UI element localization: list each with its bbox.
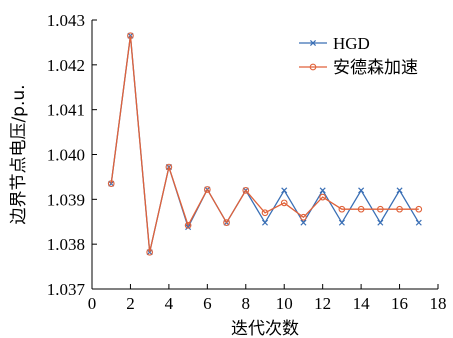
data-point (396, 187, 403, 194)
x-tick-label: 18 (430, 294, 447, 313)
data-point (203, 186, 211, 193)
x-tick-label: 0 (88, 294, 97, 313)
x-tick-label: 8 (242, 294, 251, 313)
x-tick-label: 16 (391, 294, 408, 313)
legend-label: HGD (333, 34, 370, 53)
data-point (377, 219, 384, 226)
data-point (261, 209, 269, 217)
legend-item-2: 安德森加速 (299, 58, 418, 77)
x-marker-stroke (358, 187, 365, 194)
x-marker-stroke (319, 187, 326, 194)
y-tick-label: 1.038 (47, 235, 85, 254)
data-point (319, 187, 326, 194)
data-point (357, 205, 365, 213)
x-tick-label: 10 (276, 294, 293, 313)
data-point (185, 224, 192, 231)
data-point (319, 193, 327, 201)
data-point (338, 205, 346, 213)
x-marker-stroke (309, 39, 317, 47)
data-point (107, 180, 115, 187)
data-point (165, 163, 173, 171)
x-marker-stroke (377, 219, 384, 226)
data-point (376, 205, 384, 213)
series-line (110, 35, 419, 253)
data-point (338, 219, 345, 226)
data-point (281, 187, 288, 194)
x-marker-stroke (338, 219, 345, 226)
y-tick-label: 1.042 (47, 56, 85, 75)
legend-marker (309, 63, 317, 71)
x-marker-stroke (261, 219, 269, 226)
data-point (280, 199, 288, 207)
y-tick-label: 1.037 (47, 280, 86, 299)
data-point (396, 205, 403, 213)
axes: 0 2 4 6 8 10 12 14 16 18 1.037 1.038 1.039 1.040 1.041… (47, 11, 447, 313)
legend-item-1: HGD (299, 34, 370, 53)
data-point (184, 221, 192, 229)
y-axis-title: 边界节点电压/p.u. (9, 84, 29, 224)
y-tick-label: 1.039 (47, 190, 85, 209)
x-marker-stroke (185, 224, 192, 231)
y-tick-label: 1.041 (47, 101, 85, 120)
x-axis-title: 迭代次数 (231, 319, 299, 338)
legend-marker (309, 39, 317, 47)
data-point (261, 219, 269, 226)
data-point (415, 219, 422, 226)
x-marker-stroke (415, 219, 422, 226)
data-point (300, 213, 307, 221)
x-tick-label: 12 (314, 294, 331, 313)
x-marker-stroke (300, 219, 307, 226)
x-marker-stroke (281, 187, 288, 194)
data-point (300, 219, 307, 226)
data-point (415, 205, 423, 213)
series-2 (107, 32, 423, 256)
data-point (242, 187, 250, 194)
legend: HGD 安德森加速 (299, 34, 418, 77)
data-point (127, 32, 134, 40)
plot-area (107, 32, 423, 256)
y-tick-label: 1.043 (47, 11, 85, 30)
data-point (223, 219, 230, 226)
x-tick-label: 2 (126, 294, 135, 313)
data-point (146, 248, 154, 256)
y-tick-label: 1.040 (47, 146, 85, 165)
x-tick-label: 4 (165, 294, 174, 313)
x-tick-label: 6 (203, 294, 212, 313)
legend-label: 安德森加速 (333, 58, 418, 77)
x-marker-stroke (396, 187, 403, 194)
x-tick-label: 14 (353, 294, 371, 313)
data-point (358, 187, 365, 194)
